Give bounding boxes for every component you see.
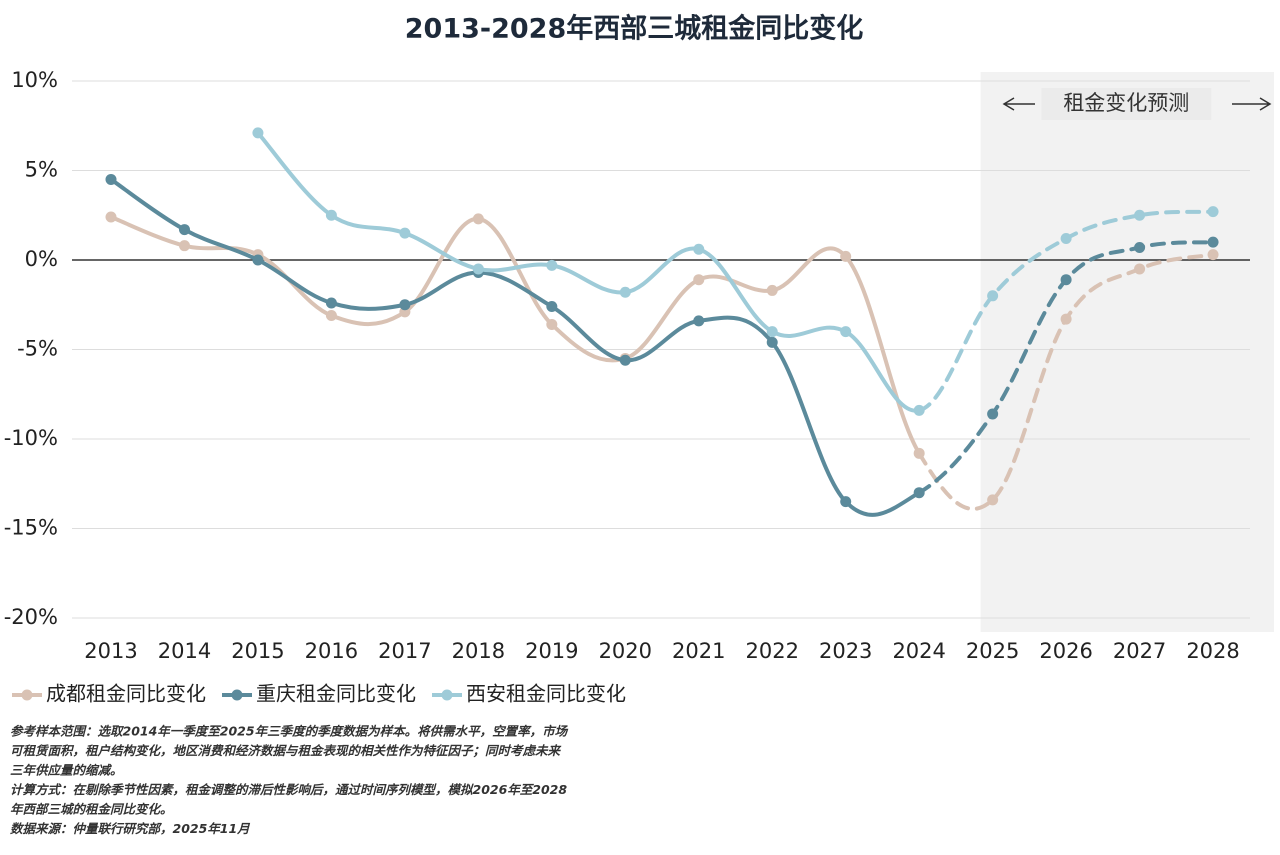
arrow-right	[1232, 97, 1272, 111]
forecast-label: 租金变化预测	[1063, 91, 1189, 115]
point	[472, 213, 484, 225]
legend-label: 成都租金同比变化	[46, 682, 206, 706]
point	[1207, 206, 1219, 218]
point	[105, 211, 117, 223]
point	[693, 243, 705, 255]
x-tick-label: 2020	[599, 639, 652, 663]
y-tick-label: 10%	[11, 68, 58, 92]
forecast-line	[917, 240, 1216, 495]
forecast-line	[917, 209, 1216, 413]
x-tick-label: 2017	[378, 639, 431, 663]
footnote: 可租赁面积，租户结构变化，地区消费和经济数据与租金表现的相关性作为特征因子；同时…	[10, 743, 562, 758]
point	[325, 209, 337, 221]
point	[472, 263, 484, 275]
point	[1134, 209, 1146, 221]
point	[1134, 241, 1146, 253]
point	[399, 227, 411, 239]
point	[1134, 263, 1146, 275]
point	[252, 127, 264, 139]
chart-title: 2013-2028年西部三城租金同比变化	[405, 13, 864, 45]
point	[325, 309, 337, 321]
point	[399, 299, 411, 311]
point	[252, 254, 264, 266]
point	[178, 240, 190, 252]
point	[1207, 236, 1219, 248]
x-tick-label: 2016	[305, 639, 358, 663]
x-tick-label: 2028	[1186, 639, 1239, 663]
x-tick-label: 2027	[1113, 639, 1166, 663]
point	[913, 404, 925, 416]
footnote: 参考样本范围：选取2014年一季度至2025年三季度的季度数据为样本。将供需水平…	[10, 724, 569, 739]
point	[840, 496, 852, 508]
x-tick-label: 2013	[84, 639, 137, 663]
legend-dot	[21, 689, 33, 701]
x-tick-label: 2022	[746, 639, 799, 663]
point	[766, 326, 778, 338]
point	[693, 274, 705, 286]
arrow-left	[1002, 97, 1035, 111]
x-tick-label: 2018	[452, 639, 505, 663]
legend-dot	[231, 689, 243, 701]
x-tick-label: 2019	[525, 639, 578, 663]
legend-dot	[441, 689, 453, 701]
point	[1060, 274, 1072, 286]
footnote: 计算方式：在剔除季节性因素，租金调整的滞后性影响后，通过时间序列模型，模拟202…	[10, 782, 567, 797]
legend-label: 重庆租金同比变化	[256, 682, 416, 706]
point	[766, 336, 778, 348]
line	[255, 130, 922, 413]
x-tick-label: 2023	[819, 639, 872, 663]
point	[1060, 313, 1072, 325]
footnote: 数据来源：仲量联行研究部，2025年11月	[10, 821, 251, 836]
forecast-label-bg	[1041, 88, 1212, 120]
point	[619, 286, 631, 298]
footnote: 年西部三城的租金同比变化。	[10, 802, 173, 817]
point	[325, 297, 337, 309]
x-tick-label: 2025	[966, 639, 1019, 663]
line	[109, 177, 922, 517]
footnote: 三年供应量的缩减。	[10, 763, 123, 778]
x-tick-label: 2026	[1039, 639, 1092, 663]
point	[840, 326, 852, 338]
y-tick-label: 5%	[25, 158, 58, 182]
point	[987, 290, 999, 302]
point	[178, 224, 190, 236]
x-tick-label: 2024	[892, 639, 945, 663]
y-tick-label: -5%	[17, 337, 58, 361]
point	[1207, 249, 1219, 261]
x-tick-label: 2014	[158, 639, 211, 663]
point	[693, 315, 705, 327]
forecast-region	[980, 72, 1274, 632]
point	[546, 301, 558, 313]
point	[987, 408, 999, 420]
forecast-line	[917, 252, 1216, 511]
y-tick-label: -10%	[4, 426, 58, 450]
x-tick-label: 2015	[231, 639, 284, 663]
point	[913, 487, 925, 499]
legend-label: 西安租金同比变化	[466, 682, 626, 706]
point	[105, 173, 117, 185]
y-tick-label: 0%	[25, 247, 58, 271]
point	[766, 284, 778, 296]
point	[1060, 233, 1072, 245]
x-tick-label: 2021	[672, 639, 725, 663]
y-tick-label: -15%	[4, 516, 58, 540]
point	[913, 447, 925, 459]
point	[546, 259, 558, 271]
point	[546, 318, 558, 330]
point	[987, 494, 999, 506]
point	[840, 250, 852, 262]
point	[619, 354, 631, 366]
y-tick-label: -20%	[4, 605, 58, 629]
